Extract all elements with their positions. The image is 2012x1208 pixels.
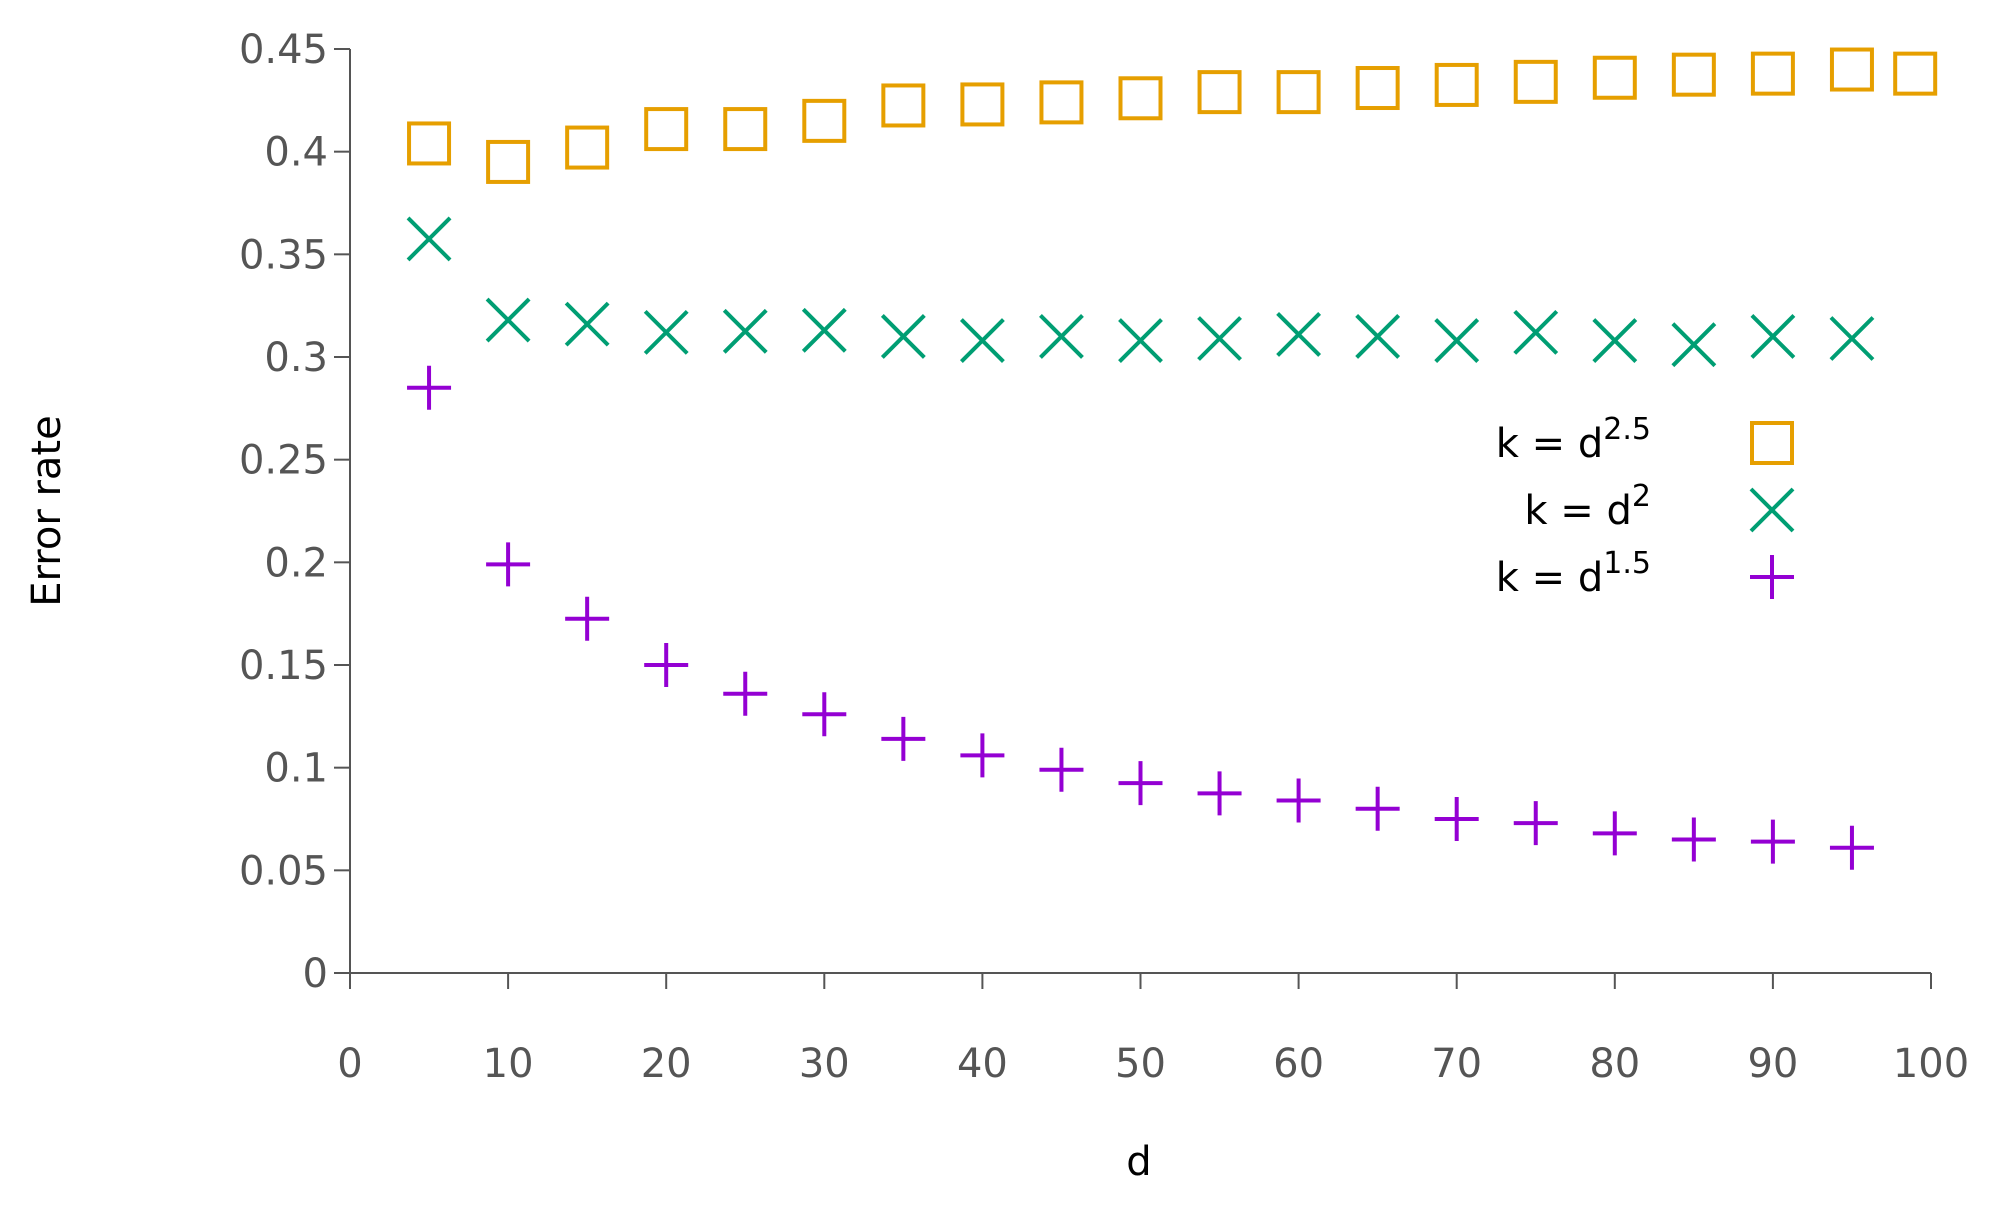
legend-name: k = d [1496, 421, 1604, 467]
plus-marker [486, 542, 531, 587]
plus-marker [1750, 819, 1795, 864]
x-tick-label: 80 [1589, 1041, 1640, 1087]
plus-marker [1592, 811, 1637, 856]
legend-label: k = d1.5 [1496, 546, 1651, 601]
plus-marker [1276, 778, 1321, 823]
x-tick-label: 20 [641, 1041, 692, 1087]
x-tick-label: 90 [1747, 1041, 1798, 1087]
plus-marker [407, 365, 452, 410]
cross-marker [1750, 314, 1796, 359]
y-tick-label: 0.45 [239, 27, 328, 73]
square-marker [1750, 51, 1795, 96]
plus-marker [1434, 797, 1479, 841]
x-tick-label: 40 [957, 1041, 1008, 1087]
y-tick-label: 0.3 [264, 335, 328, 381]
x-tick-label: 30 [799, 1041, 850, 1087]
square-marker [1750, 421, 1794, 465]
cross-marker [1592, 318, 1638, 363]
square-marker [881, 83, 926, 128]
plus-marker [1197, 771, 1242, 816]
x-tick-label: 60 [1273, 1041, 1324, 1087]
x-tick-label: 50 [1115, 1041, 1166, 1087]
y-tick-label: 0 [303, 951, 328, 997]
plus-marker [960, 733, 1005, 778]
cross-marker [1434, 318, 1480, 363]
cross-marker [1118, 318, 1163, 363]
square-marker [1671, 52, 1716, 97]
square-marker [1197, 70, 1242, 115]
square-marker [1893, 51, 1938, 96]
cross-marker [1513, 309, 1559, 355]
square-marker [644, 107, 689, 152]
cross-marker [1829, 316, 1875, 361]
cross-marker [406, 216, 452, 262]
legend-exponent: 1.5 [1603, 546, 1651, 581]
legend-exponent: 2 [1632, 479, 1651, 514]
legend-name: k = d [1524, 488, 1632, 534]
square-marker [1039, 80, 1084, 125]
plus-marker [1039, 747, 1084, 792]
plus-marker [1829, 825, 1874, 870]
plus-marker [802, 692, 847, 737]
cross-marker [1276, 311, 1322, 357]
plus-marker [1118, 761, 1163, 806]
x-tick-label: 10 [483, 1041, 534, 1087]
square-marker [960, 82, 1005, 127]
y-tick-label: 0.15 [239, 643, 328, 689]
x-tick-label: 0 [337, 1041, 362, 1087]
square-marker [1513, 59, 1558, 104]
y-tick-label: 0.4 [264, 130, 328, 176]
plus-marker [1355, 786, 1400, 831]
square-marker [802, 98, 847, 143]
legend-exponent: 2.5 [1603, 412, 1651, 447]
plus-marker [1750, 555, 1794, 599]
cross-marker [1355, 314, 1401, 359]
square-marker [1276, 70, 1321, 115]
square-marker [1355, 66, 1400, 111]
plus-marker [1671, 817, 1716, 862]
y-tick-label: 0.25 [239, 438, 328, 484]
y-tick-label: 0.1 [264, 746, 328, 792]
plus-marker [723, 671, 768, 716]
square-marker [565, 125, 610, 170]
y-tick-label: 0.2 [264, 540, 328, 586]
legend-name: k = d [1496, 555, 1604, 601]
legend-label: k = d2 [1524, 479, 1651, 534]
cross-marker [722, 308, 768, 354]
cross-marker [1749, 487, 1795, 533]
cross-marker [485, 297, 531, 343]
y-tick-label: 0.35 [239, 232, 328, 278]
square-marker [1829, 47, 1874, 92]
cross-marker [880, 314, 926, 359]
square-marker [407, 121, 452, 166]
legend-label: k = d2.5 [1496, 412, 1651, 467]
cross-marker [801, 307, 847, 353]
plus-marker [644, 643, 689, 687]
y-tick-label: 0.05 [239, 848, 328, 894]
plus-marker [881, 716, 926, 761]
cross-marker [643, 309, 689, 355]
cross-marker [959, 318, 1005, 363]
x-tick-label: 70 [1431, 1041, 1482, 1087]
y-axis-label: Error rate [24, 415, 70, 606]
x-axis-label: d [1126, 1139, 1151, 1185]
square-marker [1118, 76, 1163, 121]
square-marker [723, 107, 768, 152]
x-tick-label: 100 [1893, 1041, 1969, 1087]
square-marker [486, 139, 531, 184]
cross-marker [1671, 322, 1717, 368]
plus-marker [1513, 801, 1558, 846]
square-marker [1592, 55, 1637, 100]
cross-marker [1039, 314, 1084, 359]
square-marker [1434, 62, 1479, 107]
plus-marker [565, 596, 610, 641]
cross-marker [564, 301, 610, 347]
cross-marker [1197, 316, 1242, 361]
